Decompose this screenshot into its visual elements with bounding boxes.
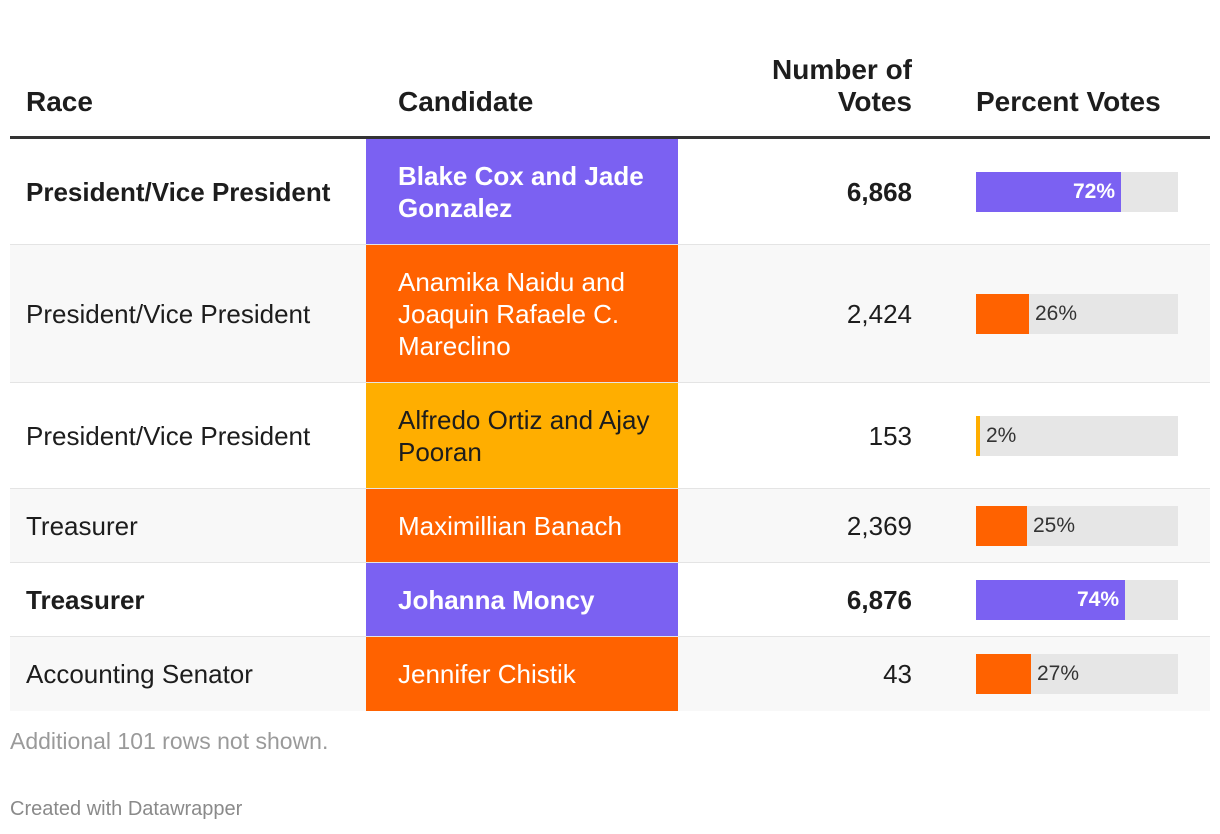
candidate-cell: Anamika Naidu and Joaquin Rafaele C. Mar… xyxy=(366,245,678,382)
votes-cell: 153 xyxy=(868,420,912,451)
votes-cell: 2,369 xyxy=(846,510,912,541)
race-cell: President/Vice President xyxy=(26,420,311,451)
percent-cell: 26% xyxy=(976,245,1178,382)
percent-bar xyxy=(976,579,1125,620)
percent-cell: 74% xyxy=(976,563,1178,636)
table-header: Race Candidate Number of Votes Percent V… xyxy=(10,30,1210,139)
table-row: Treasurer Maximillian Banach 2,369 25% xyxy=(10,489,1210,563)
footnote: Additional 101 rows not shown. xyxy=(10,728,329,754)
percent-bar-track: 26% xyxy=(976,293,1178,334)
race-cell: President/Vice President xyxy=(26,298,311,329)
header-race[interactable]: Race xyxy=(26,86,93,117)
percent-bar xyxy=(976,293,1029,334)
percent-label: 72% xyxy=(1072,179,1115,203)
percent-bar xyxy=(976,505,1027,546)
percent-bar-track: 72% xyxy=(976,171,1178,212)
header-candidate[interactable]: Candidate xyxy=(398,86,534,117)
table-row: President/Vice President Blake Cox and Ja… xyxy=(10,139,1210,245)
votes-cell: 2,424 xyxy=(846,298,912,329)
header-votes[interactable]: Number of Votes xyxy=(692,54,912,118)
percent-label: 25% xyxy=(1033,513,1076,537)
race-cell: Accounting Senator xyxy=(26,659,253,689)
race-cell: Treasurer xyxy=(26,510,138,541)
results-table: Race Candidate Number of Votes Percent V… xyxy=(10,30,1210,711)
header-percent[interactable]: Percent Votes xyxy=(976,86,1161,117)
table-body: President/Vice President Blake Cox and Ja… xyxy=(10,139,1210,711)
table-row: President/Vice President Anamika Naidu an… xyxy=(10,245,1210,383)
race-cell: Treasurer xyxy=(26,584,145,615)
percent-label: 74% xyxy=(1076,587,1119,611)
header-votes-line2: Votes xyxy=(837,86,912,117)
race-cell: President/Vice President xyxy=(26,176,331,207)
table-row: Treasurer Johanna Moncy 6,876 74% xyxy=(10,563,1210,637)
table-row: President/Vice President Alfredo Ortiz an… xyxy=(10,383,1210,489)
header-votes-line1: Number of xyxy=(772,54,912,85)
percent-bar-track: 27% xyxy=(976,654,1178,694)
candidate-cell: Alfredo Ortiz and Ajay Pooran xyxy=(366,383,678,488)
percent-cell: 25% xyxy=(976,489,1178,562)
percent-bar xyxy=(976,415,980,456)
percent-cell: 72% xyxy=(976,139,1178,244)
percent-bar xyxy=(976,171,1121,212)
candidate-cell: Maximillian Banach xyxy=(366,489,678,562)
table-row: Accounting Senator Jennifer Chistik 43 27% xyxy=(10,637,1210,711)
candidate-cell: Blake Cox and Jade Gonzalez xyxy=(366,139,678,244)
percent-label: 27% xyxy=(1037,662,1080,685)
votes-cell: 6,876 xyxy=(846,584,912,615)
percent-bar-track: 74% xyxy=(976,579,1178,620)
percent-cell: 27% xyxy=(976,637,1178,711)
votes-cell: 43 xyxy=(883,659,912,689)
credit-link[interactable]: Created with Datawrapper xyxy=(10,798,243,820)
candidate-cell: Johanna Moncy xyxy=(366,563,678,636)
percent-bar xyxy=(976,654,1031,694)
percent-cell: 2% xyxy=(976,383,1178,488)
percent-label: 2% xyxy=(986,423,1017,447)
percent-bar-track: 2% xyxy=(976,415,1178,456)
percent-label: 26% xyxy=(1035,301,1078,325)
percent-bar-track: 25% xyxy=(976,505,1178,546)
votes-cell: 6,868 xyxy=(846,176,912,207)
candidate-cell: Jennifer Chistik xyxy=(366,637,678,711)
